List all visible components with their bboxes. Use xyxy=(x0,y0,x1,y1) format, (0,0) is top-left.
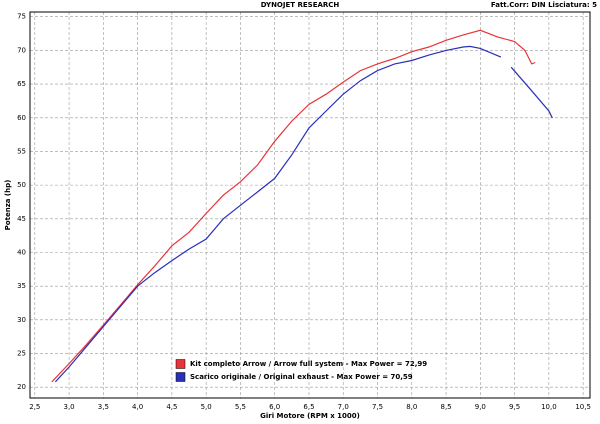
chart-title: DYNOJET RESEARCH xyxy=(261,1,340,9)
y-tick-label: 30 xyxy=(17,316,26,324)
y-tick-label: 60 xyxy=(17,114,26,122)
y-tick-label: 20 xyxy=(17,383,26,391)
x-tick-label: 10,5 xyxy=(575,403,591,411)
series-line xyxy=(54,45,553,383)
x-tick-label: 2,5 xyxy=(29,403,40,411)
y-tick-label: 65 xyxy=(17,80,26,88)
x-tick-label: 6,5 xyxy=(303,403,314,411)
legend-swatch xyxy=(175,372,186,382)
y-tick-label: 40 xyxy=(17,248,26,256)
x-tick-label: 9,0 xyxy=(475,403,486,411)
x-tick-label: 3,5 xyxy=(98,403,109,411)
legend-label: Kit completo Arrow / Arrow full system -… xyxy=(190,360,427,368)
x-axis-label: Giri Motore (RPM x 1000) xyxy=(260,412,360,420)
x-tick-label: 5,5 xyxy=(235,403,246,411)
legend-label: Scarico originale / Original exhaust - M… xyxy=(190,373,413,381)
x-tick-label: 8,0 xyxy=(406,403,417,411)
y-tick-label: 25 xyxy=(17,350,26,358)
x-tick-label: 5,0 xyxy=(201,403,212,411)
series-line xyxy=(51,29,536,383)
y-tick-label: 75 xyxy=(17,13,26,21)
y-tick-label: 35 xyxy=(17,282,26,290)
x-tick-label: 10,0 xyxy=(541,403,557,411)
y-tick-label: 50 xyxy=(17,181,26,189)
x-tick-label: 8,5 xyxy=(440,403,451,411)
y-axis-label: Potenza (hp) xyxy=(4,180,12,231)
y-tick-label: 70 xyxy=(17,46,26,54)
x-tick-label: 7,5 xyxy=(372,403,383,411)
y-tick-label: 45 xyxy=(17,215,26,223)
y-tick-label: 55 xyxy=(17,147,26,155)
plot-frame xyxy=(29,11,591,399)
x-tick-label: 3,0 xyxy=(63,403,74,411)
x-tick-label: 4,0 xyxy=(132,403,143,411)
x-tick-label: 4,5 xyxy=(166,403,177,411)
x-tick-label: 9,5 xyxy=(509,403,520,411)
chart-subtitle: Fatt.Corr: DIN Lisciatura: 5 xyxy=(491,1,597,9)
x-tick-label: 6,0 xyxy=(269,403,280,411)
x-tick-label: 7,0 xyxy=(338,403,349,411)
legend-swatch xyxy=(175,359,186,369)
